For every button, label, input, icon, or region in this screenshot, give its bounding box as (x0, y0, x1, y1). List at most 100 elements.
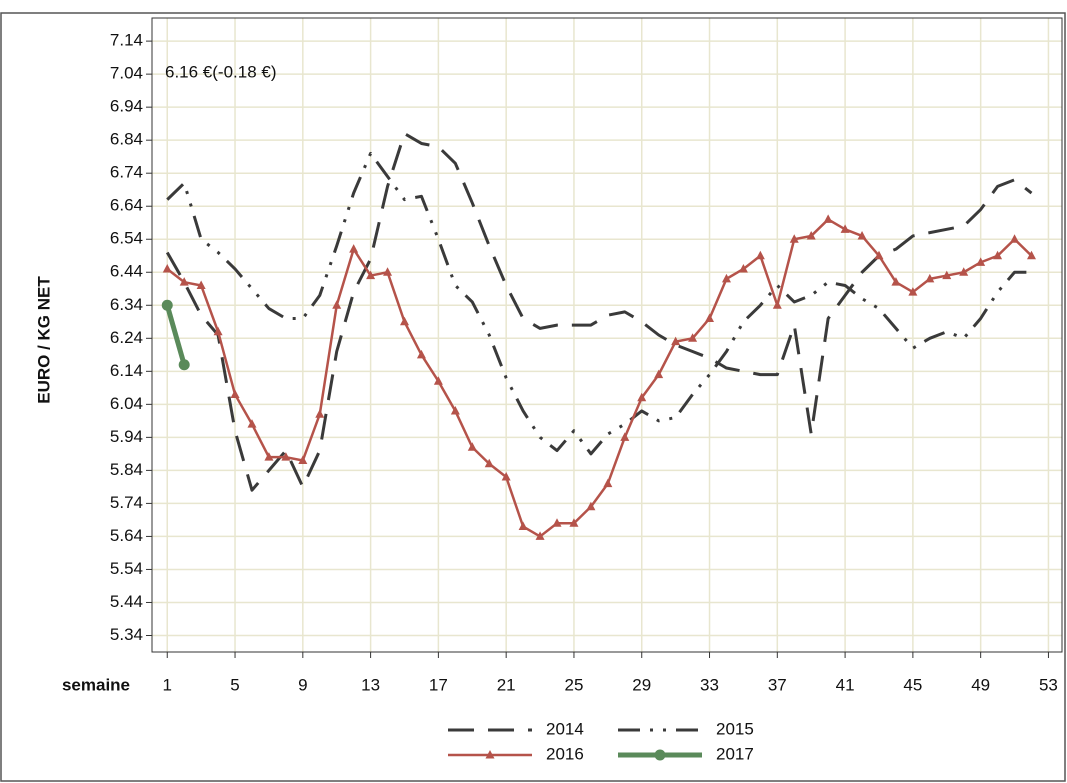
marker (349, 244, 359, 253)
series (165, 132, 1033, 492)
marker (976, 257, 986, 266)
marker (721, 273, 731, 283)
annotation: 6.16 €(-0.18 €) (165, 62, 277, 81)
marker (298, 455, 308, 464)
marker (247, 419, 257, 428)
legend-item: 2014 (448, 719, 584, 738)
marker (603, 478, 613, 488)
y-tick-label: 6.04 (110, 394, 143, 413)
y-tick-label: 5.44 (110, 592, 143, 611)
y-tick-label: 6.84 (110, 130, 143, 149)
legend-label: 2015 (716, 719, 754, 738)
x-tick-label: 49 (971, 675, 990, 694)
marker (552, 518, 562, 527)
series (162, 214, 1036, 540)
legend-marker (485, 750, 495, 759)
series-line (166, 151, 1032, 456)
y-tick-label: 6.34 (110, 295, 143, 314)
marker (281, 452, 291, 461)
marker (1026, 250, 1036, 260)
marker (467, 442, 477, 451)
marker (518, 521, 528, 531)
x-axis-label: semaine (62, 675, 130, 694)
outer-frame (0, 12, 1066, 782)
y-tick-label: 5.74 (110, 493, 143, 512)
legend-label: 2016 (546, 744, 584, 763)
y-tick-label: 5.54 (110, 559, 143, 578)
x-tick-label: 13 (361, 675, 380, 694)
marker (840, 224, 850, 233)
marker (535, 531, 545, 540)
marker (196, 280, 206, 289)
legend-item: 2015 (618, 719, 754, 738)
x-tick-label: 21 (497, 675, 516, 694)
marker (383, 267, 393, 276)
marker (671, 336, 681, 346)
y-tick-label: 6.54 (110, 229, 143, 248)
marker (450, 405, 460, 415)
marker (179, 277, 189, 286)
legend-item: 2016 (448, 744, 584, 763)
marker (908, 287, 918, 296)
marker (993, 250, 1003, 260)
series-line (166, 218, 1033, 538)
x-tick-label: 17 (429, 675, 448, 694)
marker (789, 234, 799, 243)
marker (620, 432, 630, 441)
y-tick-label: 5.34 (110, 625, 143, 644)
x-tick-label: 5 (230, 675, 239, 694)
x-tick-label: 1 (163, 675, 172, 694)
y-tick-label: 6.64 (110, 196, 143, 215)
legend-label: 2017 (716, 744, 754, 763)
marker (959, 267, 969, 276)
series (166, 151, 1032, 456)
x-tick-label: 41 (836, 675, 855, 694)
y-tick-label: 6.14 (110, 361, 143, 380)
marker (501, 471, 511, 481)
marker (399, 316, 409, 326)
marker (823, 214, 833, 223)
marker (161, 299, 173, 311)
marker (654, 369, 664, 379)
marker (315, 409, 325, 418)
marker (637, 392, 647, 402)
marker (230, 389, 240, 398)
marker (874, 250, 884, 260)
x-tick-label: 29 (632, 675, 651, 694)
marker (1010, 234, 1020, 243)
marker (806, 230, 816, 240)
marker (688, 333, 698, 342)
y-tick-label: 5.84 (110, 460, 143, 479)
x-tick-label: 25 (564, 675, 583, 694)
marker (366, 270, 376, 280)
x-tick-label: 45 (903, 675, 922, 694)
marker (772, 300, 782, 309)
x-tick-label: 9 (298, 675, 307, 694)
legend-label: 2014 (546, 719, 584, 738)
grid (152, 18, 1062, 652)
y-tick-label: 7.14 (110, 31, 143, 50)
marker (416, 349, 426, 359)
marker (857, 230, 867, 240)
x-tick-label: 37 (768, 675, 787, 694)
y-tick-label: 6.94 (110, 97, 143, 116)
legend-item: 2017 (618, 744, 754, 763)
marker (891, 277, 901, 286)
y-tick-label: 6.74 (110, 163, 143, 182)
marker (332, 300, 342, 309)
marker (925, 273, 935, 283)
x-tick-label: 53 (1039, 675, 1058, 694)
marker (942, 270, 952, 280)
y-tick-label: 5.64 (110, 526, 143, 545)
marker (569, 518, 579, 527)
marker (213, 326, 223, 336)
y-tick-label: 5.94 (110, 427, 143, 446)
marker (433, 376, 443, 385)
y-tick-label: 6.24 (110, 328, 143, 347)
series-line (165, 132, 1033, 492)
marker (178, 359, 190, 371)
y-tick-label: 6.44 (110, 262, 143, 281)
legend-marker (654, 749, 666, 761)
marker (162, 263, 172, 273)
